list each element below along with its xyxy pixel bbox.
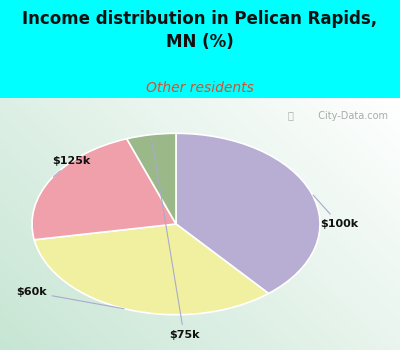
Wedge shape (32, 139, 176, 240)
Text: $100k: $100k (313, 195, 358, 229)
Text: City-Data.com: City-Data.com (312, 111, 388, 121)
Text: $125k: $125k (52, 156, 90, 177)
Text: Income distribution in Pelican Rapids,
MN (%): Income distribution in Pelican Rapids, M… (22, 10, 378, 51)
Wedge shape (127, 133, 176, 224)
Text: ⓘ: ⓘ (288, 111, 294, 121)
Text: $75k: $75k (152, 138, 199, 340)
Wedge shape (176, 133, 320, 294)
Text: $60k: $60k (16, 287, 124, 309)
Text: Other residents: Other residents (146, 80, 254, 94)
Wedge shape (34, 224, 268, 315)
